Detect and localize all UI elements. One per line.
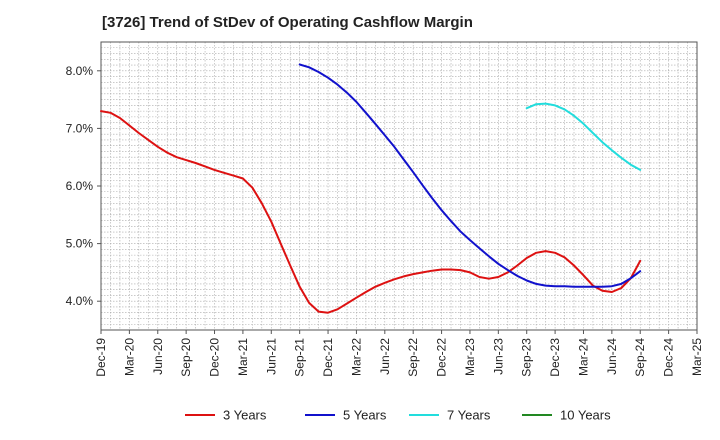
x-tick-label: Sep-23 xyxy=(520,338,534,377)
x-tick-label: Dec-21 xyxy=(321,338,335,377)
x-tick-label: Dec-24 xyxy=(662,338,676,377)
x-tick-label: Sep-24 xyxy=(633,338,647,377)
x-tick-label: Sep-21 xyxy=(293,338,307,377)
legend-label-7-years: 7 Years xyxy=(447,408,491,423)
x-tick-label: Jun-20 xyxy=(151,338,165,375)
legend-label-10-years: 10 Years xyxy=(560,408,611,423)
x-tick-label: Mar-23 xyxy=(463,338,477,376)
legend-label-3-years: 3 Years xyxy=(223,408,267,423)
x-tick-label: Mar-20 xyxy=(122,338,136,376)
chart-title: [3726] Trend of StDev of Operating Cashf… xyxy=(102,14,473,31)
series-line-7-years xyxy=(525,102,642,171)
x-tick-label: Dec-22 xyxy=(435,338,449,377)
x-tick-label: Mar-21 xyxy=(236,338,250,376)
x-tick-label: Jun-21 xyxy=(264,338,278,375)
series-line-5-years xyxy=(298,63,642,288)
y-tick-label: 4.0% xyxy=(66,294,94,308)
series-line-3-years xyxy=(100,110,642,314)
x-tick-label: Dec-19 xyxy=(94,338,108,377)
x-tick-label: Dec-23 xyxy=(548,338,562,377)
x-tick-label: Mar-24 xyxy=(576,338,590,376)
legend-label-5-years: 5 Years xyxy=(343,408,387,423)
y-tick-label: 6.0% xyxy=(66,179,94,193)
x-tick-label: Jun-22 xyxy=(378,338,392,375)
x-tick-label: Mar-22 xyxy=(349,338,363,376)
x-tick-label: Jun-23 xyxy=(491,338,505,375)
x-tick-label: Mar-25 xyxy=(690,338,704,376)
x-tick-label: Jun-24 xyxy=(605,338,619,375)
x-tick-label: Sep-20 xyxy=(179,338,193,377)
x-tick-label: Dec-20 xyxy=(208,338,222,377)
y-tick-label: 5.0% xyxy=(66,237,94,251)
y-tick-label: 8.0% xyxy=(66,64,94,78)
y-tick-label: 7.0% xyxy=(66,121,94,135)
x-tick-label: Sep-22 xyxy=(406,338,420,377)
